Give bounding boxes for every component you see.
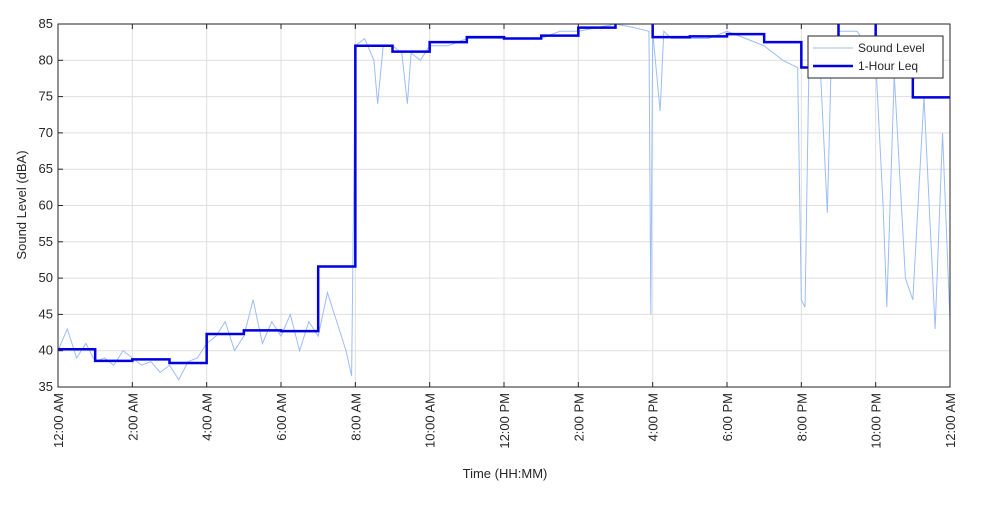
y-tick-label: 35 — [39, 379, 53, 394]
x-tick-label: 12:00 AM — [943, 393, 958, 448]
y-tick-label: 55 — [39, 234, 53, 249]
x-tick-label: 12:00 AM — [51, 393, 66, 448]
x-axis-label: Time (HH:MM) — [463, 466, 548, 481]
leq-line — [58, 24, 950, 365]
y-tick-label: 45 — [39, 306, 53, 321]
y-tick-label: 65 — [39, 161, 53, 176]
legend-label: Sound Level — [858, 41, 925, 55]
x-tick-label: 2:00 AM — [125, 393, 140, 441]
x-tick-label: 8:00 AM — [348, 393, 363, 441]
y-tick-label: 85 — [39, 16, 53, 31]
y-axis-label: Sound Level (dBA) — [14, 150, 29, 259]
y-tick-label: 40 — [39, 343, 53, 358]
legend-label: 1-Hour Leq — [858, 59, 918, 73]
x-tick-label: 6:00 PM — [720, 393, 735, 441]
x-tick-label: 6:00 AM — [274, 393, 289, 441]
x-tick-label: 8:00 PM — [794, 393, 809, 441]
y-tick-label: 80 — [39, 52, 53, 67]
x-tick-label: 2:00 PM — [571, 393, 586, 441]
x-tick-label: 4:00 AM — [200, 393, 215, 441]
y-tick-label: 50 — [39, 270, 53, 285]
x-tick-label: 12:00 PM — [497, 393, 512, 449]
x-tick-label: 4:00 PM — [646, 393, 661, 441]
x-tick-label: 10:00 AM — [423, 393, 438, 448]
y-tick-label: 75 — [39, 89, 53, 104]
legend-box — [807, 35, 944, 79]
plot-frame — [57, 23, 951, 388]
y-tick-label: 60 — [39, 198, 53, 213]
y-tick-label: 70 — [39, 125, 53, 140]
x-tick-label: 10:00 PM — [869, 393, 884, 449]
